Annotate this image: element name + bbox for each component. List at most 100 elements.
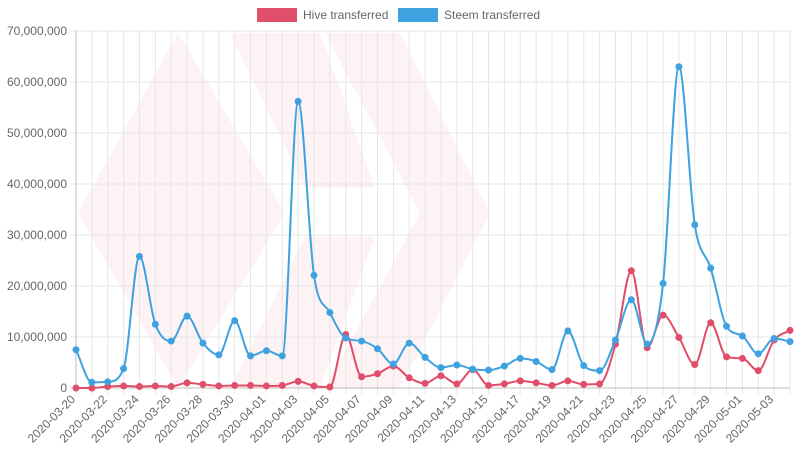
data-point[interactable] bbox=[104, 378, 112, 386]
data-point[interactable] bbox=[389, 360, 397, 368]
legend-label: Steem transferred bbox=[444, 8, 540, 22]
data-point[interactable] bbox=[516, 354, 524, 362]
data-point[interactable] bbox=[262, 347, 270, 355]
data-point[interactable] bbox=[215, 382, 223, 390]
data-point[interactable] bbox=[627, 296, 635, 304]
data-point[interactable] bbox=[310, 382, 318, 390]
data-point[interactable] bbox=[643, 340, 651, 348]
y-tick-label: 70,000,000 bbox=[7, 24, 67, 38]
data-point[interactable] bbox=[342, 334, 350, 342]
y-tick-label: 50,000,000 bbox=[7, 126, 67, 140]
data-point[interactable] bbox=[231, 381, 239, 389]
data-point[interactable] bbox=[691, 221, 699, 229]
data-point[interactable] bbox=[500, 380, 508, 388]
data-point[interactable] bbox=[167, 337, 175, 345]
data-point[interactable] bbox=[707, 264, 715, 272]
data-point[interactable] bbox=[247, 352, 255, 360]
data-point[interactable] bbox=[659, 279, 667, 287]
y-tick-label: 0 bbox=[60, 381, 67, 395]
data-point[interactable] bbox=[120, 365, 128, 373]
data-point[interactable] bbox=[72, 384, 80, 392]
data-point[interactable] bbox=[199, 380, 207, 388]
data-point[interactable] bbox=[580, 380, 588, 388]
data-point[interactable] bbox=[421, 353, 429, 361]
data-point[interactable] bbox=[167, 382, 175, 390]
data-point[interactable] bbox=[405, 374, 413, 382]
data-point[interactable] bbox=[88, 384, 96, 392]
data-point[interactable] bbox=[627, 267, 635, 275]
data-point[interactable] bbox=[151, 382, 159, 390]
data-point[interactable] bbox=[135, 382, 143, 390]
data-point[interactable] bbox=[231, 317, 239, 325]
legend-item[interactable]: Steem transferred bbox=[398, 8, 540, 22]
data-point[interactable] bbox=[754, 350, 762, 358]
data-point[interactable] bbox=[247, 381, 255, 389]
data-point[interactable] bbox=[532, 357, 540, 365]
data-point[interactable] bbox=[548, 366, 556, 374]
data-point[interactable] bbox=[516, 377, 524, 385]
data-point[interactable] bbox=[262, 382, 270, 390]
y-axis: 0 10,000,000 20,000,000 30,000,000 40,000,00… bbox=[7, 24, 77, 395]
data-point[interactable] bbox=[659, 311, 667, 319]
data-point[interactable] bbox=[358, 373, 366, 381]
data-point[interactable] bbox=[500, 362, 508, 370]
data-point[interactable] bbox=[437, 372, 445, 380]
y-tick-label: 10,000,000 bbox=[7, 330, 67, 344]
data-point[interactable] bbox=[294, 377, 302, 385]
data-point[interactable] bbox=[215, 351, 223, 359]
data-point[interactable] bbox=[564, 327, 572, 335]
data-point[interactable] bbox=[707, 319, 715, 327]
data-point[interactable] bbox=[675, 63, 683, 71]
data-point[interactable] bbox=[294, 97, 302, 105]
data-point[interactable] bbox=[469, 365, 477, 373]
data-point[interactable] bbox=[596, 380, 604, 388]
data-point[interactable] bbox=[135, 252, 143, 260]
data-point[interactable] bbox=[596, 367, 604, 375]
data-point[interactable] bbox=[326, 309, 334, 317]
data-point[interactable] bbox=[373, 370, 381, 378]
x-axis: 2020-03-202020-03-222020-03-242020-03-26… bbox=[25, 387, 790, 446]
data-point[interactable] bbox=[786, 326, 794, 334]
watermark-chevron bbox=[325, 33, 490, 388]
data-point[interactable] bbox=[405, 339, 413, 347]
watermark-left-shape bbox=[78, 33, 285, 388]
data-point[interactable] bbox=[421, 379, 429, 387]
data-point[interactable] bbox=[183, 379, 191, 387]
legend-item[interactable]: Hive transferred bbox=[257, 8, 388, 22]
data-point[interactable] bbox=[738, 354, 746, 362]
data-point[interactable] bbox=[738, 332, 746, 340]
data-point[interactable] bbox=[548, 381, 556, 389]
data-point[interactable] bbox=[278, 352, 286, 360]
data-point[interactable] bbox=[675, 334, 683, 342]
data-point[interactable] bbox=[326, 383, 334, 391]
y-tick-label: 30,000,000 bbox=[7, 228, 67, 242]
data-point[interactable] bbox=[88, 378, 96, 386]
data-point[interactable] bbox=[453, 380, 461, 388]
data-point[interactable] bbox=[691, 361, 699, 369]
data-point[interactable] bbox=[754, 367, 762, 375]
data-point[interactable] bbox=[611, 336, 619, 344]
data-point[interactable] bbox=[723, 322, 731, 330]
data-point[interactable] bbox=[485, 381, 493, 389]
data-point[interactable] bbox=[120, 382, 128, 390]
data-point[interactable] bbox=[580, 362, 588, 370]
data-point[interactable] bbox=[199, 339, 207, 347]
data-point[interactable] bbox=[358, 337, 366, 345]
data-point[interactable] bbox=[278, 381, 286, 389]
data-point[interactable] bbox=[532, 379, 540, 387]
data-point[interactable] bbox=[151, 320, 159, 328]
data-point[interactable] bbox=[485, 366, 493, 374]
data-point[interactable] bbox=[770, 335, 778, 343]
data-point[interactable] bbox=[453, 361, 461, 369]
data-point[interactable] bbox=[373, 345, 381, 353]
data-point[interactable] bbox=[723, 353, 731, 361]
data-point[interactable] bbox=[437, 364, 445, 372]
data-point[interactable] bbox=[72, 346, 80, 354]
data-point[interactable] bbox=[310, 271, 318, 279]
data-point[interactable] bbox=[786, 338, 794, 346]
legend[interactable]: Hive transferred Steem transferred bbox=[257, 8, 540, 22]
y-tick-label: 20,000,000 bbox=[7, 279, 67, 293]
data-point[interactable] bbox=[564, 377, 572, 385]
legend-label: Hive transferred bbox=[303, 8, 388, 22]
data-point[interactable] bbox=[183, 312, 191, 320]
